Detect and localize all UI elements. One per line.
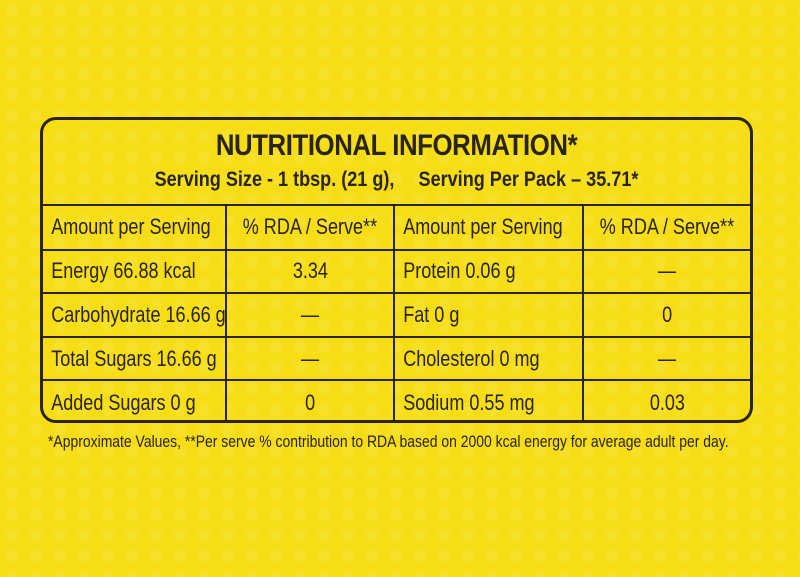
nutrition-table: Amount per Serving % RDA / Serve** Amoun… bbox=[43, 206, 750, 420]
table-row: Total Sugars 16.66 g — Cholesterol 0 mg … bbox=[43, 336, 750, 382]
table-cell: 0 bbox=[304, 389, 316, 415]
column-header: Amount per Serving bbox=[51, 214, 211, 240]
table-cell: — bbox=[300, 301, 320, 327]
column-header: % RDA / Serve** bbox=[599, 214, 735, 240]
panel-header: NUTRITIONAL INFORMATION* Serving Size - … bbox=[43, 120, 750, 206]
serving-line: Serving Size - 1 tbsp. (21 g), Serving Pe… bbox=[92, 166, 700, 194]
table-cell: — bbox=[657, 258, 677, 284]
table-cell: 0.03 bbox=[649, 389, 685, 415]
table-cell: Energy 66.88 kcal bbox=[51, 258, 196, 284]
table-cell: Total Sugars 16.66 g bbox=[51, 345, 217, 371]
column-header: Amount per Serving bbox=[403, 214, 563, 240]
table-cell: 0 bbox=[661, 301, 673, 327]
table-cell: — bbox=[657, 345, 677, 371]
column-header: % RDA / Serve** bbox=[242, 214, 378, 240]
table-cell: — bbox=[300, 345, 320, 371]
panel-title: NUTRITIONAL INFORMATION* bbox=[215, 129, 578, 162]
table-cell: Sodium 0.55 mg bbox=[403, 389, 535, 415]
table-cell: 3.34 bbox=[292, 258, 328, 284]
table-row: Energy 66.88 kcal 3.34 Protein 0.06 g — bbox=[43, 249, 750, 295]
table-cell: Carbohydrate 16.66 g bbox=[51, 301, 226, 327]
table-header-row: Amount per Serving % RDA / Serve** Amoun… bbox=[43, 206, 750, 251]
table-cell: Protein 0.06 g bbox=[403, 258, 516, 284]
table-cell: Cholesterol 0 mg bbox=[403, 345, 540, 371]
footnote: *Approximate Values, **Per serve % contr… bbox=[48, 432, 729, 451]
table-row: Added Sugars 0 g 0 Sodium 0.55 mg 0.03 bbox=[43, 380, 750, 420]
table-cell: Added Sugars 0 g bbox=[51, 389, 196, 415]
table-row: Carbohydrate 16.66 g — Fat 0 g 0 bbox=[43, 293, 750, 338]
nutrition-panel: NUTRITIONAL INFORMATION* Serving Size - … bbox=[40, 117, 753, 423]
serving-size: Serving Size - 1 tbsp. (21 g), bbox=[154, 168, 395, 191]
serving-per-pack: Serving Per Pack – 35.71* bbox=[418, 168, 639, 191]
table-cell: Fat 0 g bbox=[403, 301, 460, 327]
